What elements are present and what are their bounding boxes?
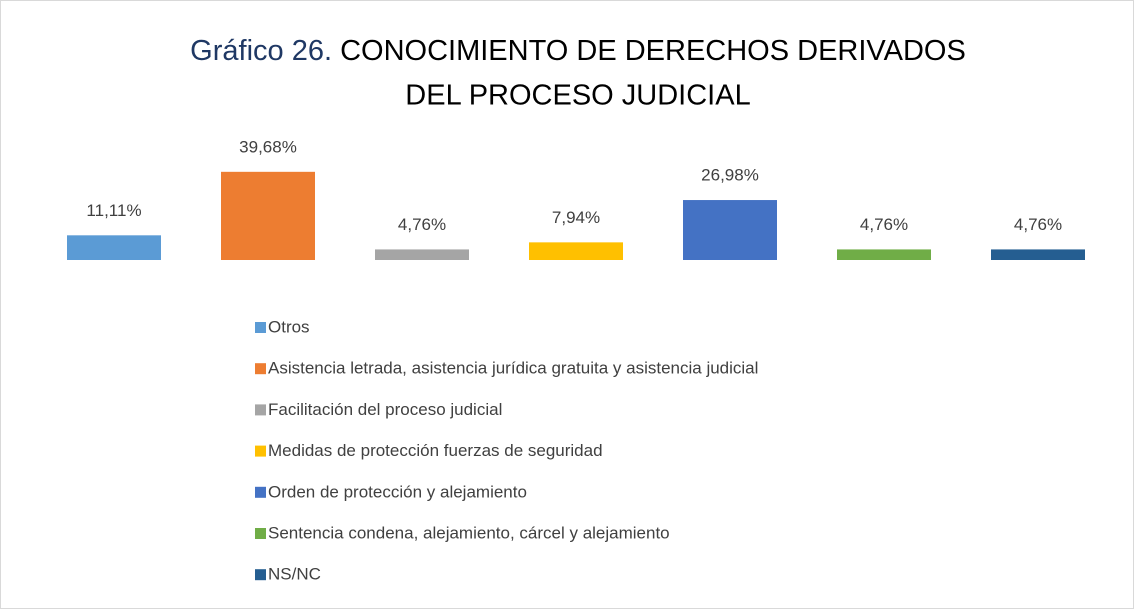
bar	[375, 249, 469, 260]
legend-swatch	[255, 486, 266, 498]
legend-swatch	[255, 569, 266, 581]
legend-swatch	[255, 404, 266, 416]
legend-swatch	[255, 363, 266, 375]
bar	[683, 200, 777, 260]
legend-label: NS/NC	[268, 565, 321, 584]
title-prefix: Gráfico 26.	[190, 35, 332, 67]
bar	[221, 171, 315, 260]
legend-label: Asistencia letrada, asistencia jurídica …	[268, 359, 758, 378]
legend-label: Sentencia condena, alejamiento, cárcel y…	[268, 523, 670, 542]
chart-title: Gráfico 26. CONOCIMIENTO DE DERECHOS DER…	[190, 35, 966, 67]
data-label: 4,76%	[860, 215, 908, 234]
legend-label: Medidas de protección fuerzas de segurid…	[268, 441, 603, 460]
data-label: 4,76%	[1014, 215, 1062, 234]
bar	[991, 249, 1085, 260]
legend-swatch	[255, 322, 266, 333]
chart-title-line: DEL PROCESO JUDICIAL	[405, 80, 750, 112]
bar	[529, 242, 623, 260]
data-label: 4,76%	[398, 215, 446, 234]
legend-label: Orden de protección y alejamiento	[268, 482, 527, 501]
title-line: CONOCIMIENTO DE DERECHOS DERIVADOS	[340, 35, 966, 67]
legend-label: Otros	[268, 317, 310, 336]
data-label: 11,11%	[86, 201, 141, 220]
data-label: 7,94%	[552, 208, 600, 227]
data-label: 26,98%	[701, 166, 759, 185]
data-label: 39,68%	[239, 137, 297, 156]
legend-label: Facilitación del proceso judicial	[268, 400, 502, 419]
legend-swatch	[255, 445, 266, 457]
legend-swatch	[255, 528, 266, 539]
bar	[67, 235, 161, 260]
bar	[837, 249, 931, 260]
